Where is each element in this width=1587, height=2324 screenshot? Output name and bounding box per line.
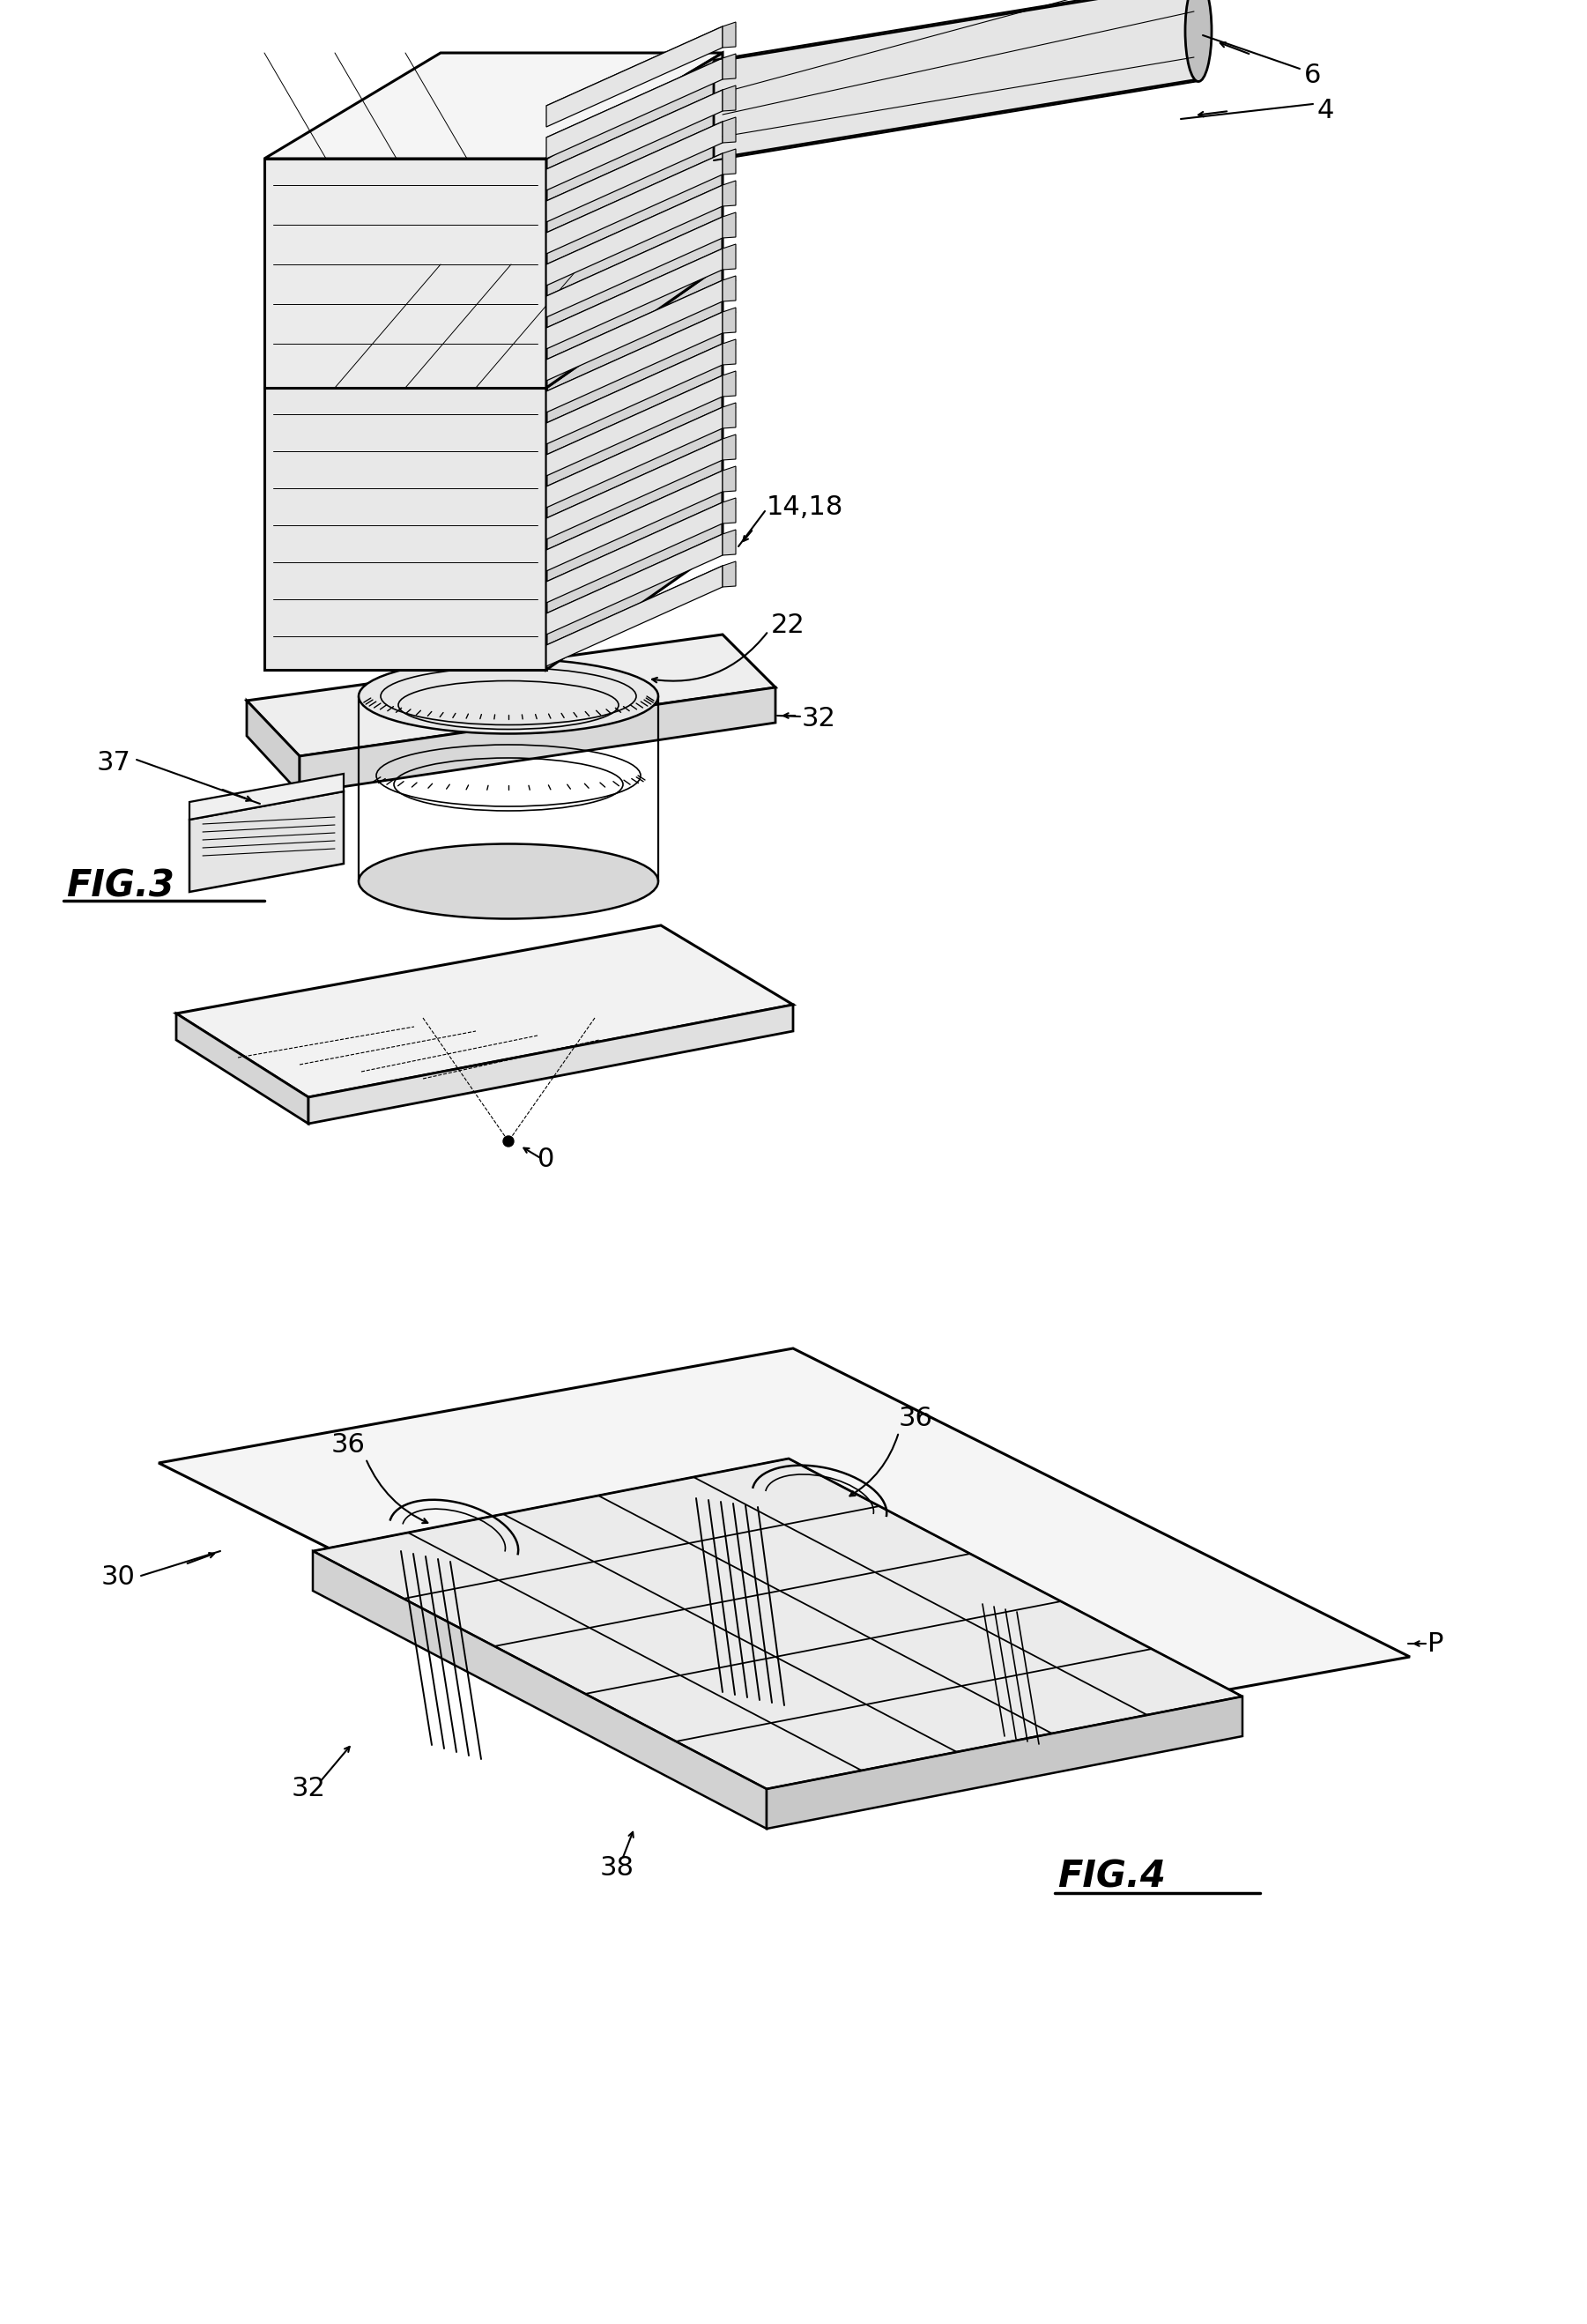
Polygon shape xyxy=(546,535,722,634)
Text: 37: 37 xyxy=(97,751,132,776)
Ellipse shape xyxy=(359,844,659,918)
Polygon shape xyxy=(722,402,736,428)
Text: 4: 4 xyxy=(1317,98,1335,123)
Polygon shape xyxy=(546,216,722,318)
Text: FIG.4: FIG.4 xyxy=(1057,1859,1166,1896)
Polygon shape xyxy=(546,216,736,295)
Polygon shape xyxy=(722,562,736,588)
Polygon shape xyxy=(546,281,722,381)
Polygon shape xyxy=(722,53,736,79)
Polygon shape xyxy=(546,91,722,191)
Polygon shape xyxy=(546,249,722,349)
Polygon shape xyxy=(313,1550,767,1829)
Polygon shape xyxy=(176,1013,308,1125)
Polygon shape xyxy=(546,344,736,423)
Polygon shape xyxy=(546,565,722,667)
Polygon shape xyxy=(159,1348,1409,1771)
Text: 32: 32 xyxy=(801,706,836,732)
Polygon shape xyxy=(265,53,722,158)
Polygon shape xyxy=(722,467,736,493)
Polygon shape xyxy=(546,58,722,158)
Polygon shape xyxy=(767,1697,1243,1829)
Polygon shape xyxy=(265,158,546,388)
Polygon shape xyxy=(722,530,736,555)
Polygon shape xyxy=(722,244,736,270)
Polygon shape xyxy=(246,700,300,792)
Polygon shape xyxy=(546,535,736,614)
Polygon shape xyxy=(300,688,776,792)
Polygon shape xyxy=(546,472,736,551)
Text: FIG.3: FIG.3 xyxy=(67,867,175,904)
Text: 38: 38 xyxy=(600,1855,635,1880)
Polygon shape xyxy=(546,281,736,360)
Polygon shape xyxy=(189,792,344,892)
Polygon shape xyxy=(546,91,736,170)
Polygon shape xyxy=(722,181,736,207)
Polygon shape xyxy=(546,565,736,646)
Polygon shape xyxy=(546,153,736,232)
Polygon shape xyxy=(313,1459,1243,1789)
Polygon shape xyxy=(308,1004,794,1125)
Ellipse shape xyxy=(359,658,659,734)
Text: 14,18: 14,18 xyxy=(767,495,844,521)
Text: 22: 22 xyxy=(771,614,805,639)
Polygon shape xyxy=(265,388,546,669)
Circle shape xyxy=(503,1136,514,1146)
Polygon shape xyxy=(546,376,736,456)
Polygon shape xyxy=(546,265,722,669)
Polygon shape xyxy=(722,21,736,46)
Text: 30: 30 xyxy=(102,1564,135,1590)
Polygon shape xyxy=(714,0,1198,158)
Polygon shape xyxy=(722,435,736,460)
Polygon shape xyxy=(546,26,722,128)
Polygon shape xyxy=(546,186,722,286)
Polygon shape xyxy=(546,311,736,390)
Polygon shape xyxy=(722,86,736,112)
Text: 36: 36 xyxy=(898,1406,933,1432)
Polygon shape xyxy=(546,376,722,476)
Polygon shape xyxy=(546,121,722,223)
Text: 32: 32 xyxy=(292,1776,325,1801)
Polygon shape xyxy=(722,277,736,302)
Polygon shape xyxy=(546,249,736,328)
Text: 6: 6 xyxy=(1305,63,1322,88)
Polygon shape xyxy=(546,439,722,539)
Polygon shape xyxy=(546,121,736,200)
Polygon shape xyxy=(722,372,736,397)
Polygon shape xyxy=(546,472,722,572)
Polygon shape xyxy=(546,439,736,518)
Polygon shape xyxy=(546,26,736,107)
Polygon shape xyxy=(246,634,776,755)
Polygon shape xyxy=(722,149,736,174)
Polygon shape xyxy=(722,497,736,523)
Polygon shape xyxy=(546,311,722,411)
Polygon shape xyxy=(722,211,736,237)
Text: 36: 36 xyxy=(332,1432,365,1457)
Polygon shape xyxy=(546,407,722,507)
Polygon shape xyxy=(265,265,722,388)
Polygon shape xyxy=(189,774,344,820)
Polygon shape xyxy=(546,153,722,253)
Polygon shape xyxy=(722,307,736,332)
Ellipse shape xyxy=(1185,0,1211,81)
Polygon shape xyxy=(546,186,736,265)
Polygon shape xyxy=(176,925,794,1097)
Polygon shape xyxy=(546,502,722,602)
Polygon shape xyxy=(546,344,722,444)
Polygon shape xyxy=(546,58,736,137)
Polygon shape xyxy=(722,116,736,142)
Text: 0: 0 xyxy=(538,1146,554,1171)
Polygon shape xyxy=(722,339,736,365)
Polygon shape xyxy=(546,53,722,388)
Polygon shape xyxy=(546,407,736,486)
Text: P: P xyxy=(1428,1631,1444,1657)
Polygon shape xyxy=(546,502,736,581)
